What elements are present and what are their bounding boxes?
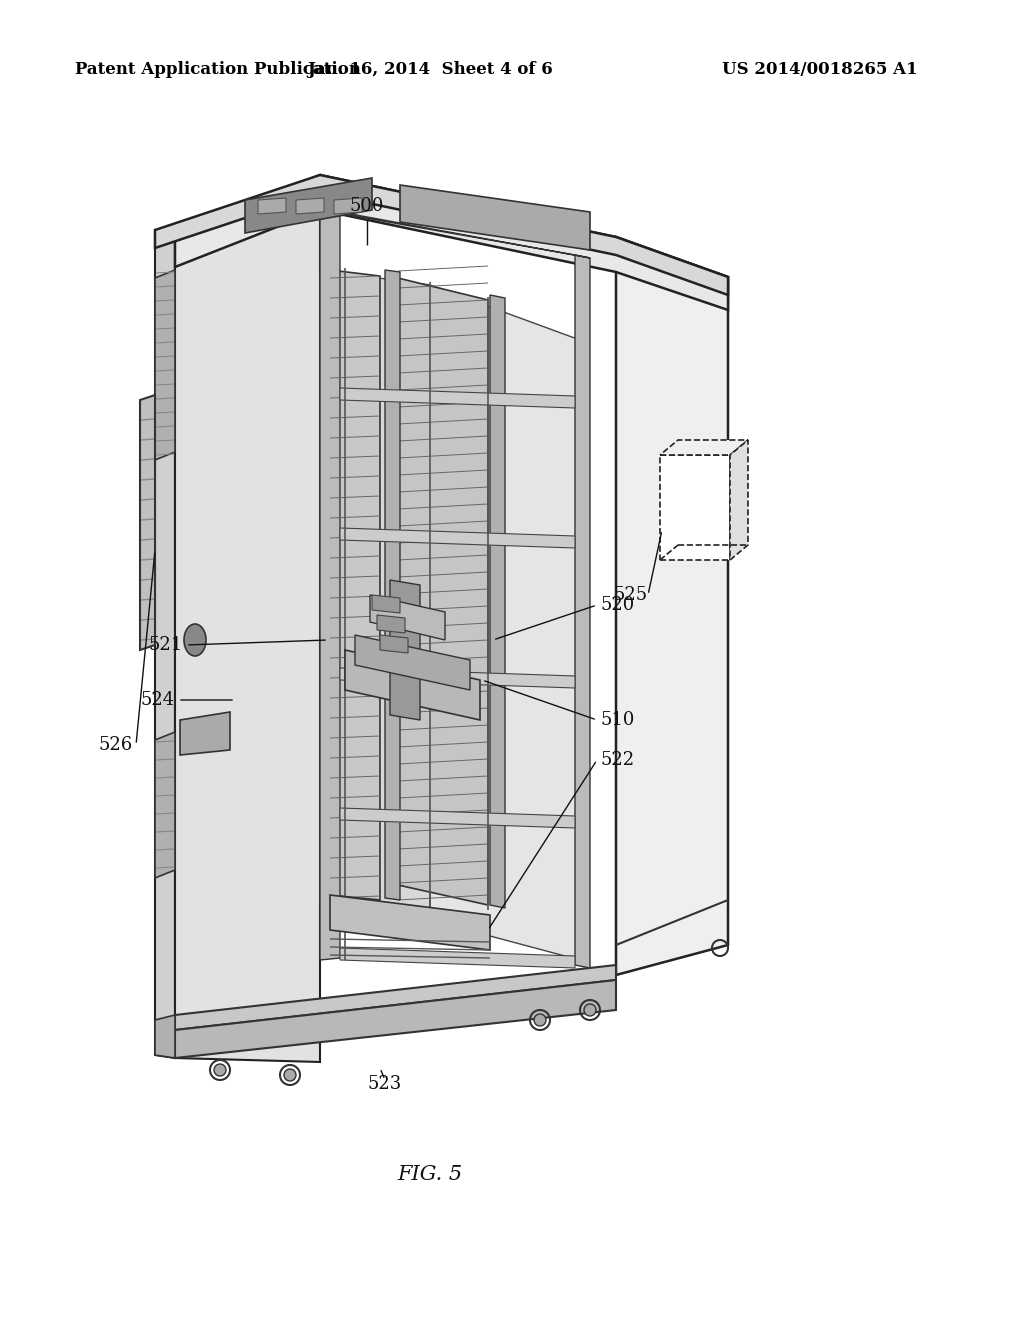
Polygon shape [245, 178, 372, 234]
Polygon shape [616, 238, 728, 975]
Polygon shape [155, 733, 175, 878]
Text: 510: 510 [600, 711, 635, 729]
Polygon shape [155, 176, 728, 294]
Polygon shape [372, 595, 400, 612]
Polygon shape [296, 198, 324, 214]
Polygon shape [180, 711, 230, 755]
Polygon shape [370, 595, 445, 640]
Polygon shape [330, 271, 380, 900]
Polygon shape [380, 635, 408, 653]
Polygon shape [140, 395, 155, 649]
Polygon shape [340, 388, 575, 408]
Text: 500: 500 [350, 197, 384, 215]
Polygon shape [430, 285, 580, 960]
Polygon shape [319, 210, 340, 960]
Text: 524: 524 [141, 690, 175, 709]
Polygon shape [660, 455, 730, 560]
Circle shape [584, 1005, 596, 1016]
Polygon shape [155, 271, 175, 459]
Polygon shape [175, 979, 616, 1059]
Polygon shape [340, 808, 575, 828]
Polygon shape [258, 198, 286, 214]
Text: Patent Application Publication: Patent Application Publication [75, 62, 360, 78]
Ellipse shape [184, 624, 206, 656]
Polygon shape [398, 279, 488, 906]
Polygon shape [340, 668, 575, 688]
Polygon shape [377, 615, 406, 634]
Polygon shape [334, 198, 362, 214]
Polygon shape [175, 965, 616, 1030]
Text: FIG. 5: FIG. 5 [397, 1166, 463, 1184]
Circle shape [534, 1014, 546, 1026]
Text: Jan. 16, 2014  Sheet 4 of 6: Jan. 16, 2014 Sheet 4 of 6 [307, 62, 553, 78]
Polygon shape [319, 210, 590, 257]
Polygon shape [330, 895, 490, 950]
Text: 522: 522 [600, 751, 634, 770]
Polygon shape [400, 185, 590, 249]
Polygon shape [385, 271, 400, 900]
Text: 525: 525 [613, 586, 648, 605]
Polygon shape [730, 440, 748, 560]
Polygon shape [319, 271, 430, 920]
Polygon shape [390, 579, 420, 719]
Polygon shape [340, 948, 575, 968]
Circle shape [284, 1069, 296, 1081]
Polygon shape [155, 230, 175, 1059]
Polygon shape [355, 635, 470, 690]
Text: 521: 521 [148, 636, 183, 653]
Circle shape [214, 1064, 226, 1076]
Text: 523: 523 [368, 1074, 402, 1093]
Polygon shape [175, 176, 319, 1063]
Polygon shape [660, 440, 748, 455]
Text: 526: 526 [98, 737, 133, 754]
Polygon shape [345, 649, 480, 719]
Text: 520: 520 [600, 597, 634, 614]
Polygon shape [155, 1015, 175, 1059]
Polygon shape [340, 528, 575, 548]
Polygon shape [575, 255, 590, 968]
Polygon shape [175, 176, 728, 310]
Polygon shape [490, 294, 505, 908]
Text: US 2014/0018265 A1: US 2014/0018265 A1 [722, 62, 918, 78]
